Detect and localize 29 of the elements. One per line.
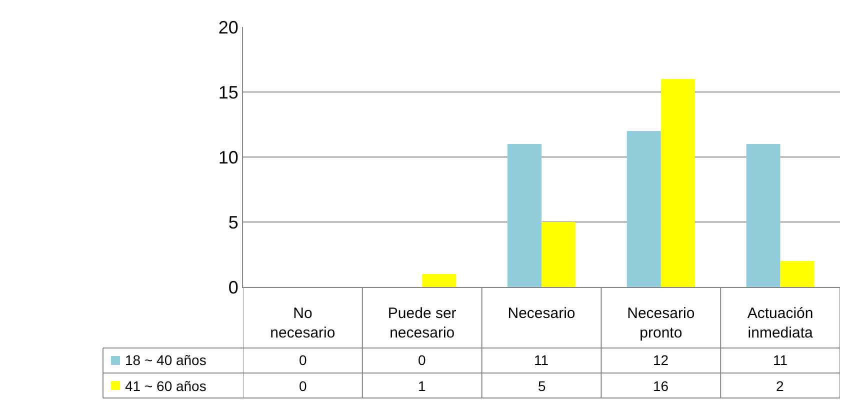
data-label: 5	[538, 378, 546, 394]
y-tick-label: 20	[218, 17, 238, 38]
data-label: 12	[653, 352, 669, 368]
bar	[626, 131, 661, 287]
bar	[542, 222, 576, 287]
data-label: 1	[418, 378, 426, 394]
bar	[422, 274, 456, 287]
data-label: 11	[773, 352, 788, 368]
y-tick-label: 15	[218, 82, 238, 102]
x-tick-label: Necesario	[508, 305, 576, 322]
data-label: 0	[299, 378, 307, 394]
data-label: 16	[653, 378, 669, 394]
bar	[507, 144, 542, 287]
legend-label: 18 ~ 40 años	[125, 352, 206, 368]
y-tick-label: 10	[218, 147, 238, 168]
legend-label: 41 ~ 60 años	[125, 378, 206, 394]
x-tick-label: Necesario pronto	[627, 305, 695, 342]
bar	[746, 144, 780, 287]
x-tick-label: Puede ser necesario	[388, 305, 456, 342]
x-tick-label: Actuación inmediata	[747, 305, 814, 342]
y-tick-label: 0	[228, 277, 238, 298]
data-label: 2	[776, 378, 784, 394]
data-label: 0	[299, 352, 307, 368]
y-tick-label: 5	[228, 212, 238, 232]
data-label: 0	[418, 352, 426, 368]
data-label: 11	[534, 352, 549, 368]
bar	[660, 79, 695, 287]
bar	[780, 261, 814, 287]
x-tick-label: No necesario	[270, 305, 336, 342]
